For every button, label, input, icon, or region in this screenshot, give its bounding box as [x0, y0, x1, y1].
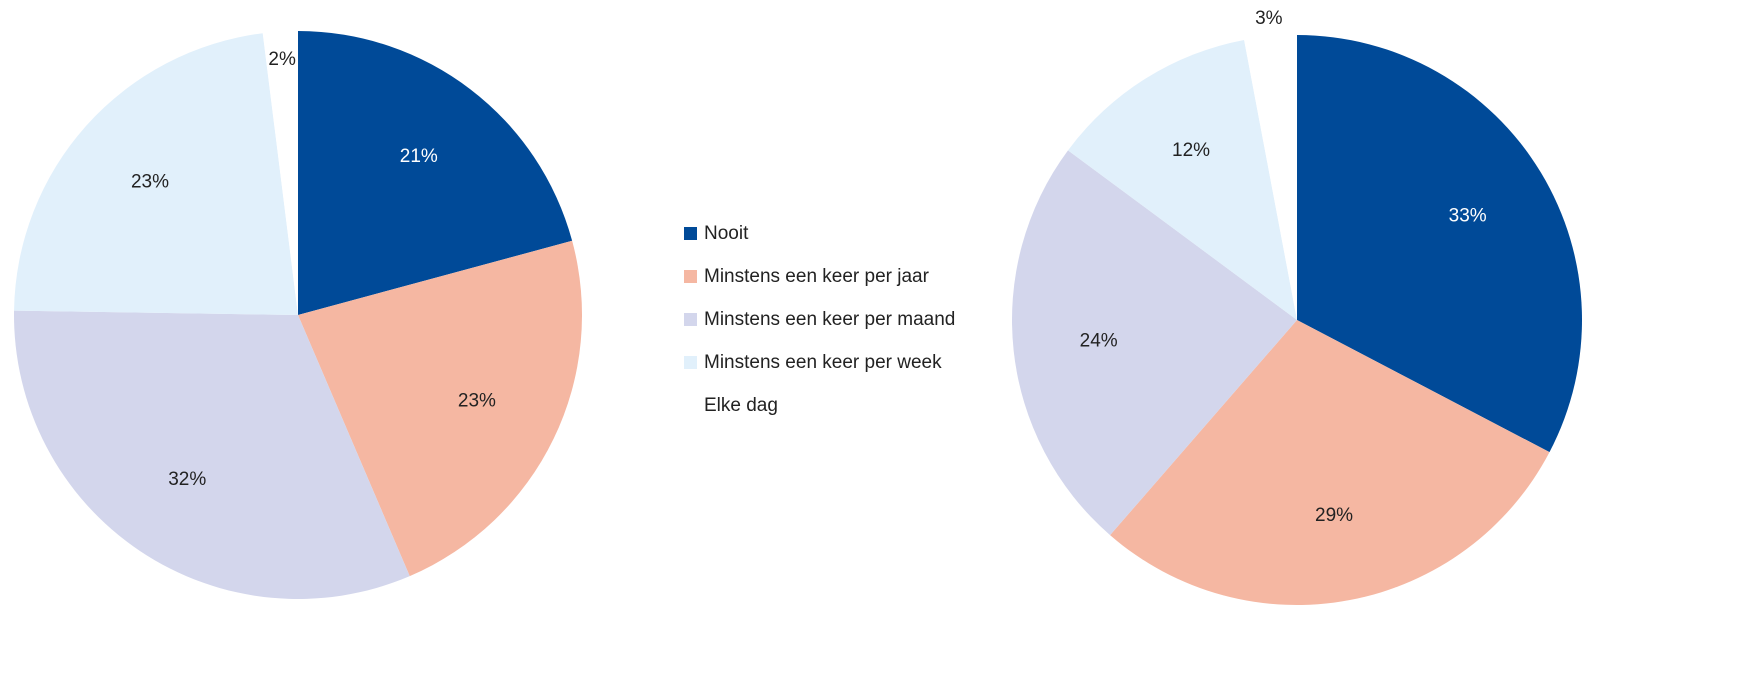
data-label: 23%: [131, 171, 169, 192]
pie-slice: [1110, 320, 1550, 605]
data-label: 33%: [1449, 206, 1487, 227]
legend-label: Minstens een keer per maand: [704, 309, 955, 330]
pie-slice: [1068, 39, 1297, 321]
legend-label: Nooit: [704, 223, 749, 244]
data-label: 2%: [268, 49, 296, 70]
pie-slice: [1297, 35, 1582, 453]
legend-swatch: [684, 313, 697, 326]
legend-swatch: [684, 399, 697, 412]
data-label: 21%: [400, 146, 438, 167]
legend-label: Elke dag: [704, 395, 778, 416]
data-label: 24%: [1080, 331, 1118, 352]
data-label: 12%: [1172, 140, 1210, 161]
pie-slice: [298, 240, 582, 577]
pie-slice: [14, 33, 299, 316]
legend-swatch: [684, 356, 697, 369]
pie-slice: [298, 31, 573, 315]
data-label: 29%: [1315, 505, 1353, 526]
pie-slice: [262, 31, 298, 315]
legend-swatch: [684, 227, 697, 240]
data-label: 3%: [1255, 8, 1283, 29]
data-label: 23%: [458, 391, 496, 412]
legend-label: Minstens een keer per jaar: [704, 266, 930, 287]
legend-label: Minstens een keer per week: [704, 352, 942, 373]
pie-slice: [1012, 150, 1297, 536]
legend-swatch: [684, 270, 697, 283]
data-label: 32%: [168, 469, 206, 490]
pie-slice: [14, 310, 410, 600]
pie-slice: [1244, 35, 1297, 320]
